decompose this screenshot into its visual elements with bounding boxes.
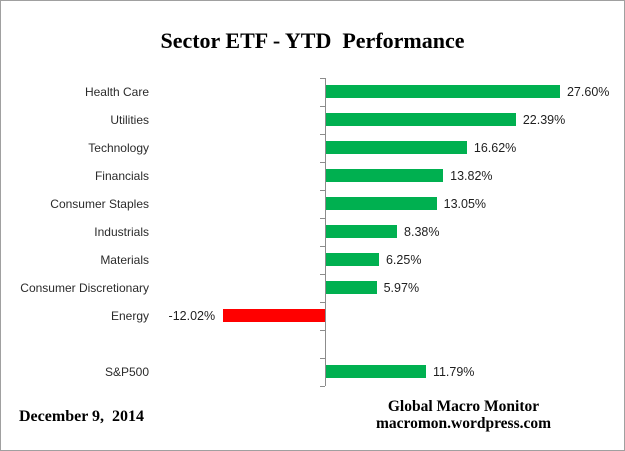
value-label: 27.60% [566, 85, 610, 99]
value-label: 8.38% [404, 225, 440, 239]
positive-bar [326, 169, 444, 182]
category-label: Health Care [84, 85, 149, 99]
value-label: 6.25% [385, 253, 422, 267]
category-label: S&P500 [104, 365, 149, 379]
category-label: Consumer Staples [50, 197, 149, 211]
chart-title: Sector ETF - YTD Performance [160, 28, 465, 53]
footer-source-name: Global Macro Monitor [387, 398, 540, 415]
category-label: Materials [100, 253, 149, 267]
axis-tick [320, 218, 325, 219]
category-label: Financials [94, 169, 149, 183]
category-label: Utilities [110, 113, 149, 127]
footer-source-url: macromon.wordpress.com [375, 415, 552, 432]
axis-tick [320, 190, 325, 191]
positive-bar [326, 253, 379, 266]
positive-bar [326, 113, 516, 126]
category-label: Technology [88, 141, 149, 155]
axis-tick [320, 274, 325, 275]
positive-bar [326, 85, 560, 98]
value-label: -12.02% [168, 309, 216, 323]
value-label: 5.97% [383, 281, 420, 295]
value-label: 13.82% [450, 169, 493, 183]
positive-bar [326, 197, 437, 210]
axis-tick [320, 134, 325, 135]
axis-tick [320, 162, 325, 163]
positive-bar [326, 281, 377, 294]
category-label: Industrials [94, 225, 149, 239]
positive-bar [326, 225, 398, 238]
value-label: 16.62% [473, 141, 517, 155]
axis-tick [320, 386, 325, 387]
value-label: 22.39% [522, 113, 566, 127]
axis-tick [320, 358, 325, 359]
negative-bar [223, 309, 325, 322]
value-label: 11.79% [432, 365, 475, 379]
positive-bar [326, 141, 467, 154]
positive-bar [326, 365, 426, 378]
axis-tick [320, 246, 325, 247]
category-label: Energy [110, 309, 149, 323]
footer-date: December 9, 2014 [19, 408, 144, 425]
axis-tick [320, 302, 325, 303]
axis-tick [320, 78, 325, 79]
axis-tick [320, 106, 325, 107]
axis-tick [320, 330, 325, 331]
footer-source: Global Macro Monitor macromon.wordpress.… [331, 398, 596, 432]
y-axis-line [325, 78, 326, 386]
value-label: 13.05% [443, 197, 487, 211]
category-label: Consumer Discretionary [20, 281, 149, 295]
